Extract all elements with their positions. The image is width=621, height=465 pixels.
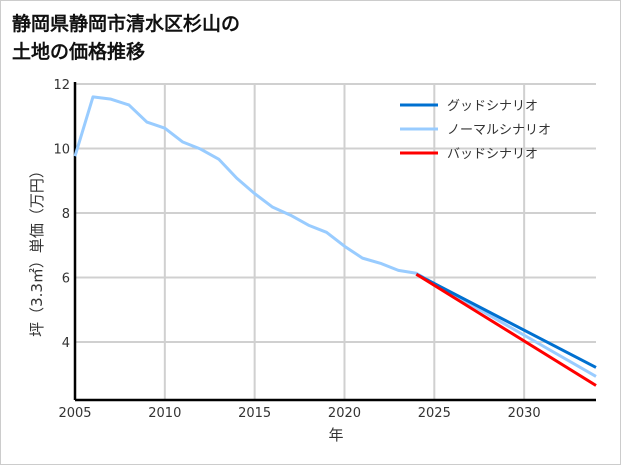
y-tick-label: 10 [53,142,70,157]
x-tick-label: 2025 [418,406,451,421]
legend-label: グッドシナリオ [447,99,538,114]
title-line-2: 土地の価格推移 [12,41,146,63]
y-tick-label: 8 [62,207,70,222]
series-line-0 [415,272,597,369]
series-line-2 [415,272,597,387]
legend-label: ノーマルシナリオ [447,123,551,138]
chart-title: 静岡県静岡市清水区杉山の 土地の価格推移 [12,10,240,66]
title-line-1: 静岡県静岡市清水区杉山の [12,13,241,35]
legend-label: バッドシナリオ [447,147,538,162]
series-line-1 [73,95,597,378]
x-axis-label: 年 [328,426,343,444]
y-tick-label: 4 [62,336,70,351]
x-tick-label: 2030 [508,406,541,421]
x-tick-label: 2015 [238,406,271,421]
y-tick-label: 12 [53,78,70,93]
x-tick-label: 2005 [58,406,91,421]
x-tick-label: 2010 [148,406,181,421]
y-tick-label: 6 [62,271,70,286]
y-axis-label: 坪（3.3㎡）単価（万円） [28,163,46,337]
x-tick-label: 2020 [328,406,361,421]
